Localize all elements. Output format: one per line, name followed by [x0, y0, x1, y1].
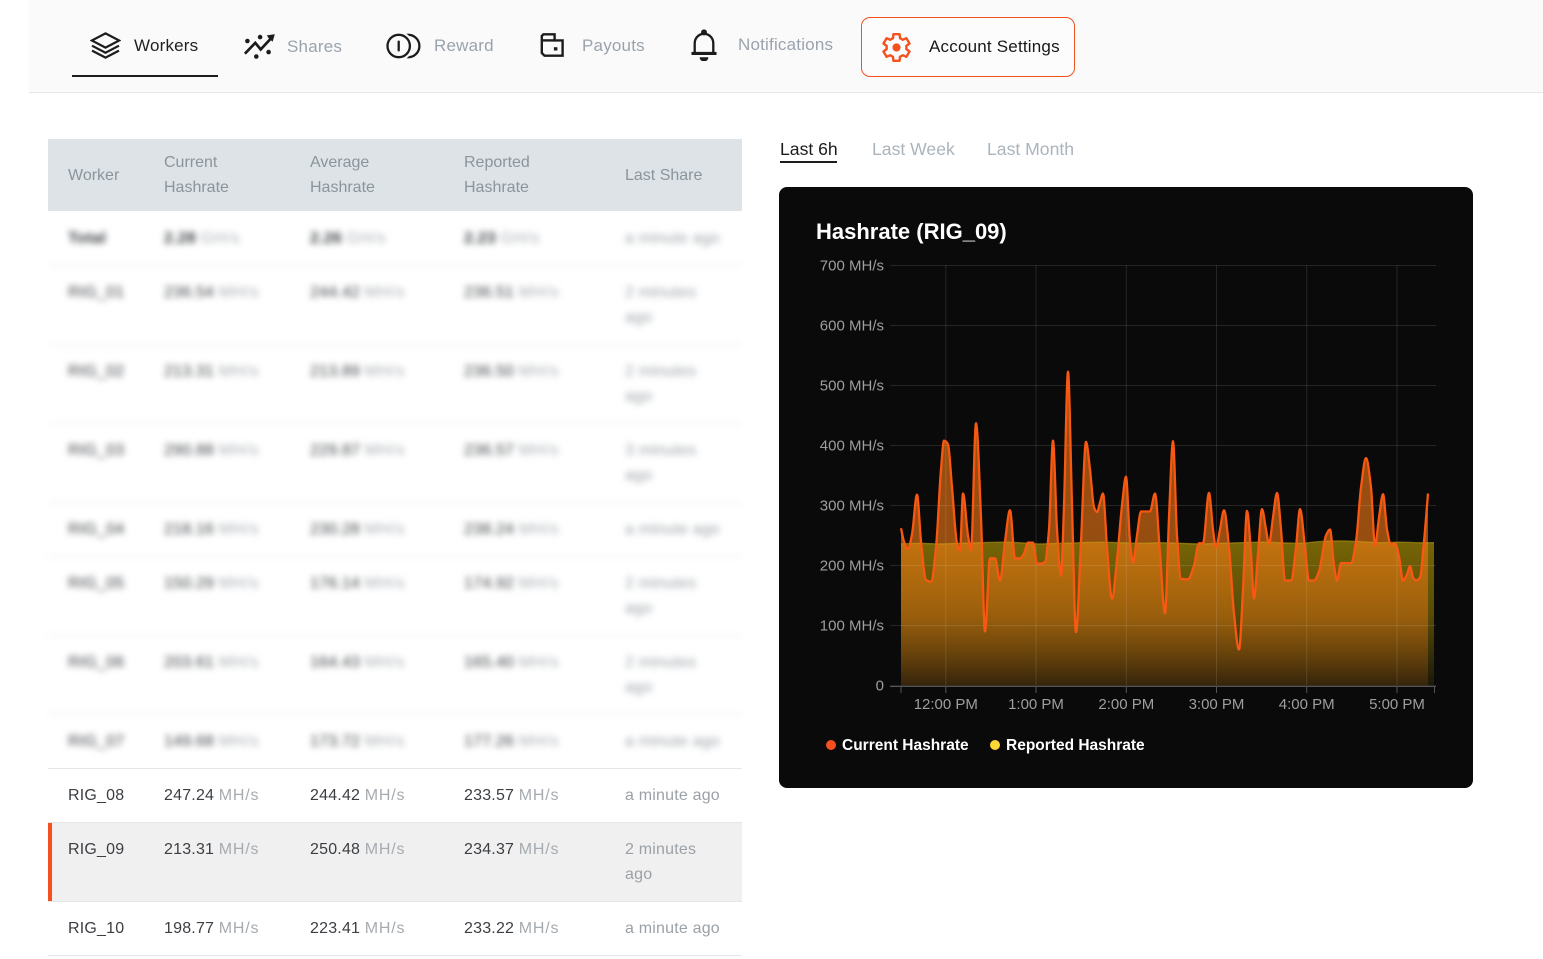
svg-text:600 MH/s: 600 MH/s	[820, 318, 884, 335]
svg-text:5:00 PM: 5:00 PM	[1369, 696, 1425, 713]
svg-text:100 MH/s: 100 MH/s	[820, 618, 884, 635]
svg-text:2:00 PM: 2:00 PM	[1098, 696, 1154, 713]
svg-text:700 MH/s: 700 MH/s	[820, 258, 884, 275]
svg-text:Reported Hashrate: Reported Hashrate	[1006, 737, 1145, 754]
svg-text:0: 0	[876, 678, 884, 695]
svg-text:3:00 PM: 3:00 PM	[1189, 696, 1245, 713]
svg-text:Current Hashrate: Current Hashrate	[842, 737, 969, 754]
svg-text:200 MH/s: 200 MH/s	[820, 558, 884, 575]
svg-text:300 MH/s: 300 MH/s	[820, 498, 884, 515]
svg-text:1:00 PM: 1:00 PM	[1008, 696, 1064, 713]
svg-text:Hashrate (RIG_09): Hashrate (RIG_09)	[816, 219, 1007, 244]
svg-text:400 MH/s: 400 MH/s	[820, 438, 884, 455]
svg-text:12:00 PM: 12:00 PM	[914, 696, 978, 713]
svg-text:500 MH/s: 500 MH/s	[820, 378, 884, 395]
svg-text:4:00 PM: 4:00 PM	[1279, 696, 1335, 713]
